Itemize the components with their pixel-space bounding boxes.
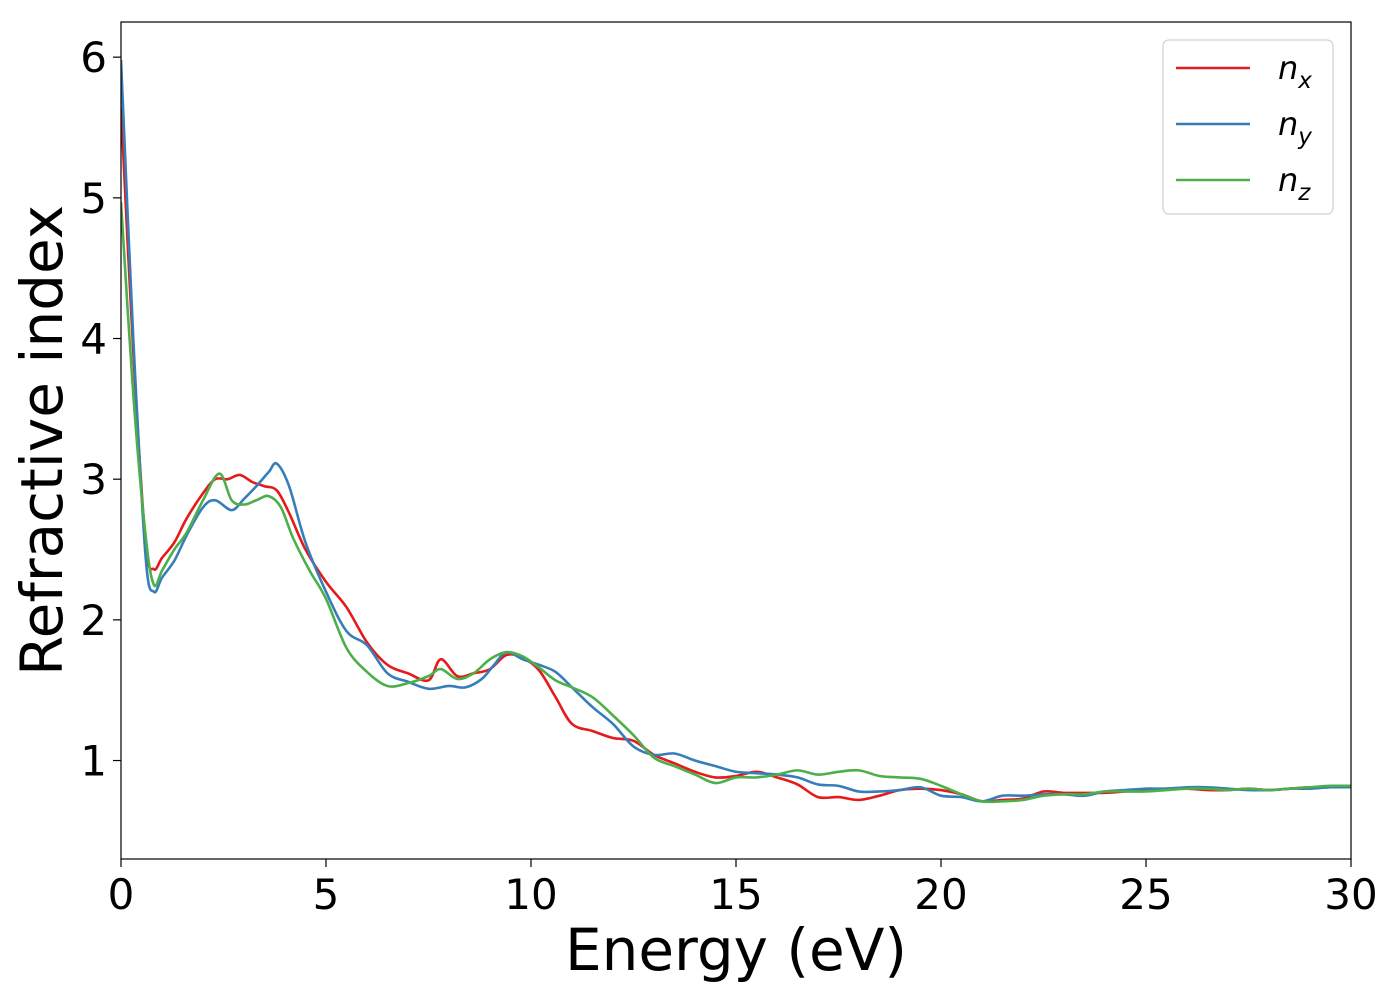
legend-label-x: nx	[1278, 49, 1312, 94]
y-tick-label: 5	[80, 174, 107, 223]
series-layer	[121, 59, 1351, 804]
y-axis-label: Refractive index	[8, 205, 76, 676]
legend-label-main: n	[1278, 161, 1298, 199]
legend-label-sub: z	[1297, 180, 1311, 206]
legend-label-main: n	[1278, 49, 1298, 87]
y-tick-label: 3	[80, 455, 107, 504]
legend-label-main: n	[1278, 105, 1298, 143]
x-axis-label: Energy (eV)	[565, 916, 907, 984]
x-tick-label: 10	[504, 870, 557, 919]
x-tick-label: 25	[1119, 870, 1172, 919]
y-tick-label: 4	[80, 315, 107, 364]
series-line-z	[121, 201, 1351, 804]
x-tick-label: 0	[108, 870, 135, 919]
y-tick-label: 2	[80, 596, 107, 645]
legend-label-y: ny	[1278, 105, 1312, 150]
x-tick-label: 30	[1324, 870, 1377, 919]
y-tick-label: 6	[80, 33, 107, 82]
ticks-layer: 0 5 10 15 20 25 30 1 2 3 4 5 6	[80, 33, 1377, 919]
x-tick-label: 15	[709, 870, 762, 919]
legend-label-sub: y	[1297, 124, 1312, 150]
legend-label-sub: x	[1297, 68, 1312, 94]
legend-box	[1162, 39, 1334, 215]
legend-label-z: nz	[1278, 161, 1311, 206]
y-tick-label: 1	[80, 737, 107, 786]
x-tick-label: 20	[914, 870, 967, 919]
x-tick-label: 5	[313, 870, 340, 919]
